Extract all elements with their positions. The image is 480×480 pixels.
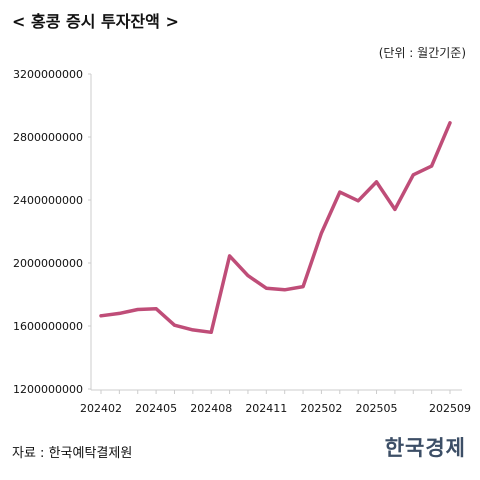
data-point (246, 274, 250, 278)
data-point (209, 330, 213, 334)
data-point (117, 311, 121, 315)
data-point (228, 254, 232, 258)
y-axis-ticks: 1200000000 1600000000 2000000000 2400000000… (13, 68, 91, 396)
series-line (99, 121, 452, 335)
x-tick-label: 202405 (135, 402, 177, 415)
data-point (99, 314, 103, 318)
data-point (375, 180, 379, 184)
data-point (283, 288, 287, 292)
data-point (393, 207, 397, 211)
y-tick-label: 1200000000 (13, 383, 83, 396)
data-point (136, 307, 140, 311)
y-tick-label: 1600000000 (13, 320, 83, 333)
publisher-logo: 한국경제 (384, 435, 466, 460)
data-point (191, 328, 195, 332)
x-tick-label: 202408 (190, 402, 232, 415)
data-point (338, 190, 342, 194)
data-point (411, 173, 415, 177)
x-tick-label: 202502 (300, 402, 342, 415)
source-note: 자료 : 한국예탁결제원 (12, 446, 133, 461)
x-tick-label: 202509 (429, 402, 471, 415)
data-point (172, 323, 176, 327)
data-point (154, 307, 158, 311)
x-tick-label: 202402 (80, 402, 122, 415)
x-tick-label: 202505 (356, 402, 398, 415)
data-point (319, 231, 323, 235)
y-tick-label: 3200000000 (13, 68, 83, 81)
series-group (99, 121, 452, 335)
y-tick-label: 2400000000 (13, 194, 83, 207)
data-point (356, 199, 360, 203)
unit-label: (단위 : 월간기준) (378, 46, 466, 60)
y-tick-label: 2800000000 (13, 131, 83, 144)
x-axis-ticks: 202402 202405 202408 202411 202502 202505 2025… (80, 390, 471, 415)
data-point (430, 164, 434, 168)
x-tick-label: 202411 (245, 402, 287, 415)
data-point (301, 285, 305, 289)
chart-title: < 홍콩 증시 투자잔액 > (12, 12, 179, 31)
data-point (264, 286, 268, 290)
y-tick-label: 2000000000 (13, 257, 83, 270)
data-point (448, 121, 452, 125)
